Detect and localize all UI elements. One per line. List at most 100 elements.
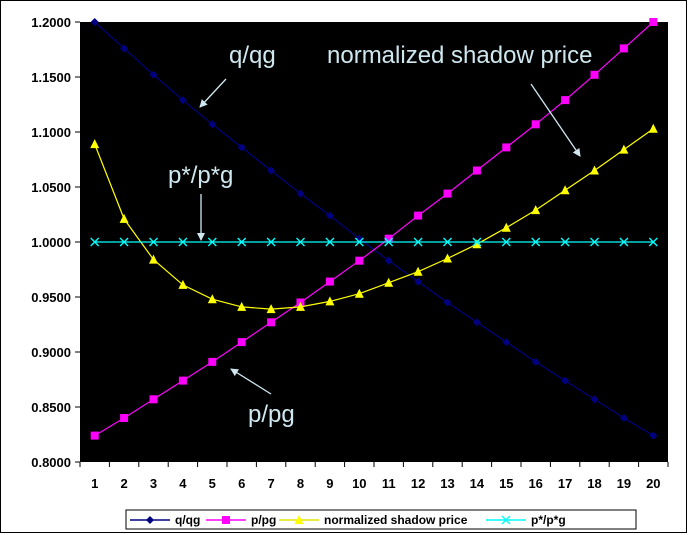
data-point [266, 304, 276, 314]
legend: q/qg p/pg normalized shadow price p*/p*g [125, 509, 637, 530]
data-point [649, 431, 658, 440]
data-point [178, 279, 188, 289]
series-2 [90, 123, 658, 314]
data-point [443, 237, 452, 247]
x-tick-label: 15 [499, 476, 513, 491]
legend-label: p/pg [251, 513, 276, 527]
data-point [149, 237, 158, 247]
annotation-shadow-price-arrow [530, 83, 581, 157]
data-point [384, 256, 393, 265]
x-tick-label: 2 [120, 476, 127, 491]
annotation-ppg-arrow [230, 368, 272, 395]
data-point [325, 237, 335, 247]
data-point [531, 205, 541, 215]
series-line [94, 21, 654, 437]
x-axis: 1 2 3 4 5 6 7 8 9 10 11 12 13 14 15 16 17 18 19 20 [79, 462, 669, 491]
series-3 [90, 237, 658, 247]
legend-item-0: q/qg [130, 513, 200, 527]
y-tick-label: 0.8500 [31, 400, 71, 415]
data-point [413, 237, 423, 247]
data-point [502, 338, 511, 347]
data-point [267, 166, 276, 175]
legend-marker [294, 515, 304, 524]
x-tick-label: 10 [352, 476, 366, 491]
data-point [649, 18, 658, 26]
data-point [120, 44, 129, 53]
x-tick-label: 1 [91, 476, 98, 491]
annotation-qqg-label: q/qg [229, 42, 276, 69]
y-tick-label: 1.0500 [31, 180, 71, 195]
data-point [296, 301, 305, 311]
data-point [384, 277, 394, 287]
data-point [296, 237, 305, 247]
x-tick-label: 3 [150, 476, 157, 491]
legend-box [125, 509, 637, 530]
legend-item-3: p*/p*g [486, 513, 566, 527]
data-point [90, 431, 99, 440]
data-point [619, 144, 629, 154]
y-axis: 1.2000 1.1500 1.1000 1.0500 1.0000 0.9500 0.90… [31, 15, 80, 470]
x-tick-label: 5 [209, 476, 216, 491]
data-point [501, 222, 511, 232]
x-tick-label: 6 [238, 476, 245, 491]
x-tick-label: 4 [179, 476, 187, 491]
data-point [119, 237, 129, 247]
x-tick-label: 19 [617, 476, 631, 491]
data-point [296, 189, 305, 198]
x-tick-label: 17 [558, 476, 572, 491]
data-point [531, 237, 541, 247]
legend-label: normalized shadow price [324, 513, 468, 527]
y-tick-label: 1.2000 [31, 15, 71, 30]
data-point [443, 189, 452, 198]
data-point [207, 294, 217, 304]
y-tick-label: 0.9500 [31, 290, 71, 305]
legend-marker [501, 515, 511, 525]
data-point [149, 70, 158, 79]
data-point [531, 357, 540, 366]
legend-marker [146, 516, 154, 524]
x-tick-label: 16 [528, 476, 542, 491]
data-point [590, 237, 599, 247]
series-layer [90, 18, 658, 440]
data-point [178, 237, 188, 247]
data-point [237, 237, 247, 247]
data-point [208, 120, 217, 129]
data-point [443, 253, 452, 263]
annotation-shadow-price-label: normalized shadow price [327, 42, 592, 69]
data-point [502, 143, 511, 152]
x-tick-label: 11 [382, 476, 396, 491]
data-point [472, 166, 481, 175]
x-tick-label: 18 [587, 476, 601, 491]
data-point [472, 237, 482, 247]
x-tick-label: 14 [470, 476, 485, 491]
data-point [590, 395, 599, 404]
data-point [619, 414, 628, 422]
annotation-pstar-label: p*/p*g [168, 162, 233, 189]
data-point [237, 143, 246, 152]
data-point [90, 18, 99, 26]
y-tick-label: 1.1000 [31, 125, 71, 140]
y-tick-label: 0.9000 [31, 345, 71, 360]
legend-item-2: normalized shadow price [279, 513, 468, 527]
x-tick-label: 8 [297, 476, 304, 491]
data-point [414, 211, 423, 220]
series-line [94, 128, 654, 310]
data-point [648, 237, 658, 247]
data-point [619, 44, 628, 53]
legend-label: q/qg [175, 513, 200, 527]
x-tick-label: 20 [646, 476, 660, 491]
data-point [149, 254, 158, 264]
data-point [560, 237, 570, 247]
data-point [413, 266, 423, 276]
x-tick-label: 13 [440, 476, 454, 491]
data-point [443, 298, 452, 307]
y-tick-label: 1.0000 [31, 235, 71, 250]
data-point [237, 301, 247, 311]
data-point [208, 357, 217, 366]
data-point [590, 165, 599, 175]
data-point [561, 96, 570, 105]
x-tick-label: 7 [267, 476, 274, 491]
data-point [237, 338, 246, 347]
data-point [619, 237, 629, 247]
